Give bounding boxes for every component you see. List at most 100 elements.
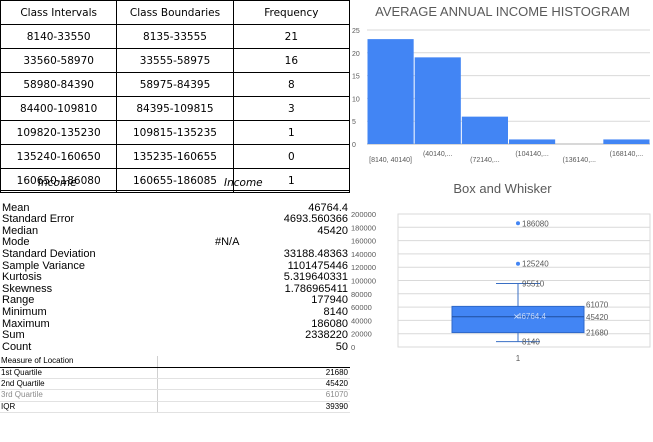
median-label: 45420 — [586, 313, 609, 322]
stats-row: Standard Deviation 33188.48363 — [0, 247, 350, 261]
stats-label: Maximum — [2, 317, 50, 330]
x-tick-label: (136140,... — [563, 157, 597, 164]
max-label: 95510 — [522, 279, 545, 288]
location-label: 2nd Quartile — [1, 379, 45, 389]
location-value: 61070 — [325, 390, 348, 400]
class-interval-cell: 8140-33550 — [0, 24, 118, 49]
frequency-cell: 1 — [232, 120, 351, 145]
stats-row: Skewness 1.786965411 — [0, 282, 350, 296]
frequency-table-row: 160650-186080 160655-186085 1 — [0, 168, 351, 193]
descriptive-statistics: Income Income Mean 46764.4 Standard Error 4… — [0, 177, 350, 414]
y-tick-label: 20 — [352, 51, 360, 58]
frequency-table-body: 8140-33550 8135-33555 21 33560-58970 33555-5… — [0, 24, 351, 193]
column-divider — [157, 379, 158, 390]
y-tick-label: 10 — [352, 96, 360, 103]
frequency-cell: 8 — [232, 72, 351, 97]
location-value: 21680 — [325, 367, 348, 377]
frequency-cell: 1 — [232, 168, 351, 193]
frequency-cell: 0 — [232, 144, 351, 169]
location-title: Measure of Location — [1, 356, 74, 366]
iqr-box — [451, 305, 585, 334]
location-value: 39390 — [325, 401, 348, 411]
stats-row: Standard Error 4693.560366 — [0, 214, 350, 226]
stats-label: Sum — [2, 329, 25, 342]
frequency-table-row: 8140-33550 8135-33555 21 — [0, 24, 351, 49]
stats-row: Count 50 — [0, 340, 350, 354]
frequency-table-row: 33560-58970 33555-58975 16 — [0, 48, 351, 73]
frequency-table-row: 109820-135230 109815-135235 1 — [0, 120, 351, 145]
stats-value: 45420 — [317, 224, 348, 237]
stats-value: 2338220 — [305, 329, 348, 342]
location-label: IQR — [1, 401, 16, 411]
stats-label: Sample Variance — [2, 259, 85, 272]
class-boundary-cell: 33555-58975 — [116, 48, 234, 73]
frequency-table-header-row: Class Intervals Class Boundaries Frequen… — [0, 0, 351, 25]
y-tick-label: 0 — [351, 343, 355, 352]
y-tick-label: 180000 — [351, 223, 376, 232]
class-boundary-cell: 160655-186085 — [116, 168, 234, 193]
stats-header-label: Income — [38, 177, 77, 189]
stats-value: 50 — [335, 340, 348, 353]
location-row: 1st Quartile 21680 — [0, 367, 350, 380]
histogram-title: AVERAGE ANNUAL INCOME HISTOGRAM — [375, 4, 630, 19]
column-divider — [157, 367, 158, 379]
histogram-bar — [509, 139, 556, 144]
y-tick-label: 0 — [352, 142, 356, 149]
q3-label: 61070 — [586, 300, 609, 309]
stats-label: Skewness — [2, 282, 53, 295]
header-class-intervals: Class Intervals — [0, 0, 118, 25]
stats-value: 8140 — [323, 305, 348, 318]
stats-label: Minimum — [2, 305, 47, 318]
x-tick-label: (72140,... — [470, 157, 500, 164]
y-tick-label: 100000 — [351, 277, 376, 286]
x-tick-label: (168140,... — [610, 151, 644, 158]
y-tick-label: 60000 — [351, 303, 372, 312]
y-tick-label: 120000 — [351, 263, 376, 272]
histogram-bar — [367, 39, 414, 145]
stats-label: Median — [2, 224, 39, 237]
stats-row: Range 177940 — [0, 295, 350, 307]
y-tick-label: 20000 — [351, 330, 372, 339]
histogram-bar — [414, 57, 461, 144]
stats-label: Mode — [2, 236, 30, 249]
histogram-bar — [603, 139, 650, 144]
stats-value: #N/A — [215, 236, 240, 249]
class-boundary-cell: 135235-160655 — [116, 144, 234, 169]
x-tick-label: 1 — [516, 354, 521, 363]
stats-row: Kurtosis 5.319640331 — [0, 272, 350, 284]
header-frequency: Frequency — [232, 0, 351, 25]
class-boundary-cell: 84395-109815 — [116, 96, 234, 121]
stats-rows: Mean 46764.4 Standard Error 4693.560366 Medi… — [0, 191, 350, 353]
class-interval-cell: 109820-135230 — [0, 120, 118, 145]
location-rows: 1st Quartile 21680 2nd Quartile 45420 3rd Qu… — [0, 367, 350, 414]
y-tick-label: 160000 — [351, 237, 376, 246]
box-chart-title: Box and Whisker — [453, 181, 552, 196]
stats-value: 186080 — [311, 317, 348, 330]
location-row: IQR 39390 — [0, 401, 350, 414]
mean-marker: × — [513, 312, 520, 321]
y-tick-label: 200000 — [351, 210, 376, 219]
header-class-boundaries: Class Boundaries — [116, 0, 234, 25]
stats-header-value: Income — [224, 177, 263, 189]
stats-header-row: Income Income — [0, 177, 350, 191]
location-label: 3rd Quartile — [1, 390, 43, 400]
class-boundary-cell: 109815-135235 — [116, 120, 234, 145]
class-interval-cell: 135240-160650 — [0, 144, 118, 169]
location-value: 45420 — [325, 379, 348, 389]
stats-value: 4693.560366 — [283, 213, 348, 226]
class-interval-cell: 33560-58970 — [0, 48, 118, 73]
mean-label: 46764.4 — [517, 312, 546, 321]
stats-row — [0, 191, 350, 203]
class-boundary-cell: 8135-33555 — [116, 24, 234, 49]
location-row: 2nd Quartile 45420 — [0, 379, 350, 391]
histogram-bar — [461, 116, 508, 144]
x-tick-label: (40140,... — [423, 151, 453, 158]
histogram-chart: 0 5 10 15 20 25 [8140, 40140] (40140,... (72140,… — [352, 28, 650, 164]
box-whisker-chart: 0 20000 40000 60000 80000 100000 120000 140000 1… — [351, 210, 651, 363]
class-interval-cell: 58980-84390 — [0, 72, 118, 97]
stats-row: Minimum 8140 — [0, 305, 350, 319]
outlier-label: 186080 — [522, 219, 549, 228]
stats-value: 33188.48363 — [283, 247, 348, 260]
stats-label: Range — [2, 294, 35, 307]
frequency-cell: 3 — [232, 96, 351, 121]
